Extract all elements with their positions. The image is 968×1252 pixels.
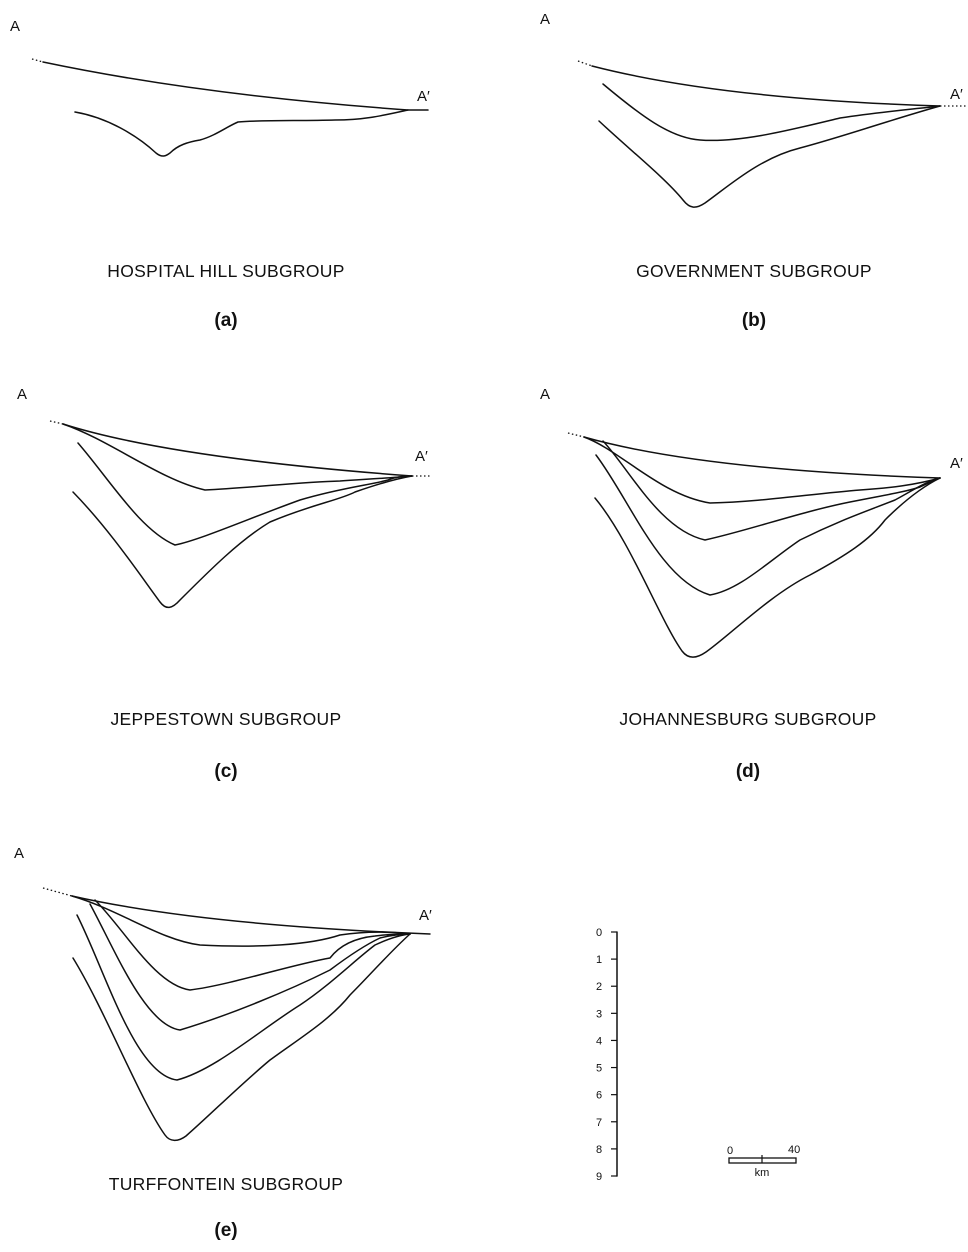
panel-a-surface-line (42, 61, 429, 111)
length-scale-bar: 0 40 km (727, 1144, 800, 1179)
depth-scale: 0 1 2 3 4 5 6 7 8 9 (596, 927, 618, 1183)
panel-e-tag: (e) (214, 1220, 237, 1241)
length-scale-start: 0 (727, 1145, 733, 1157)
panel-e-end-label: A′ (419, 907, 432, 924)
depth-tick-label: 0 (596, 927, 602, 939)
panel-b: A A′ GOVERNMENT SUBGROUP (b) (540, 11, 968, 331)
panel-c-surface-extension (49, 420, 64, 425)
panel-a-end-label: A′ (417, 88, 430, 105)
panel-e: A A′ TURFFONTEIN SUBGROUP (e) (14, 845, 432, 1241)
depth-tick-label: 8 (596, 1144, 602, 1156)
panel-b-end-label: A′ (950, 86, 963, 103)
panel-d-end-label: A′ (950, 455, 963, 472)
panel-e-contact-1 (71, 895, 411, 947)
panel-e-title: TURFFONTEIN SUBGROUP (109, 1174, 343, 1194)
panel-d: A A′ JOHANNESBURG SUBGROUP (d) (540, 386, 963, 782)
panel-c-surface-line (62, 423, 413, 477)
panel-c-contact-2 (77, 442, 413, 546)
panel-e-start-label: A (14, 845, 24, 862)
depth-tick-label: 5 (596, 1063, 602, 1075)
panel-a-surface-extension (31, 58, 44, 63)
panel-c-end-label: A′ (415, 448, 428, 465)
panel-e-contact-3 (89, 903, 411, 1031)
panel-b-surface-line (591, 65, 941, 107)
panel-d-contact-1 (583, 436, 941, 504)
panel-e-contact-4 (76, 914, 411, 1081)
panel-a-tag: (a) (214, 310, 237, 331)
panel-d-start-label: A (540, 386, 550, 403)
panel-b-title: GOVERNMENT SUBGROUP (636, 261, 872, 281)
depth-tick-label: 2 (596, 981, 602, 993)
panel-d-surface-extension (567, 432, 585, 438)
panel-c-title: JEPPESTOWN SUBGROUP (111, 709, 342, 729)
panel-c-start-label: A (17, 386, 27, 403)
depth-tick-label: 7 (596, 1117, 602, 1129)
panel-b-surface-extension (577, 60, 593, 67)
panel-d-surface-line (583, 436, 941, 479)
panel-d-title: JOHANNESBURG SUBGROUP (619, 709, 876, 729)
panel-c-base-line (72, 475, 413, 609)
panel-d-contact-3 (595, 454, 941, 596)
depth-tick-label: 1 (596, 954, 602, 966)
panel-a: A A′ HOSPITAL HILL SUBGROUP (a) (10, 18, 430, 331)
panel-e-contact-2 (94, 899, 411, 991)
panel-b-contact-1 (602, 83, 941, 142)
panel-d-contact-2 (602, 440, 941, 541)
panel-a-title: HOSPITAL HILL SUBGROUP (107, 261, 344, 281)
panel-b-start-label: A (540, 11, 550, 28)
length-scale-end: 40 (788, 1144, 800, 1156)
panel-d-base-line (594, 477, 941, 658)
panel-b-base-line (598, 105, 941, 208)
panel-e-base-line (72, 933, 411, 1142)
depth-tick-label: 6 (596, 1090, 602, 1102)
panel-c-tag: (c) (214, 761, 237, 782)
panel-b-tag: (b) (742, 310, 766, 331)
length-scale-unit: km (755, 1167, 770, 1179)
depth-tick-label: 3 (596, 1008, 602, 1020)
panel-e-surface-extension (42, 887, 73, 897)
panel-c: A A′ JEPPESTOWN SUBGROUP (c) (17, 386, 432, 782)
panel-a-base-line (74, 109, 409, 157)
panel-d-tag: (d) (736, 761, 760, 782)
panel-e-surface-line (71, 895, 431, 935)
depth-tick-label: 9 (596, 1171, 602, 1183)
panel-c-contact-1 (62, 423, 413, 491)
depth-tick-label: 4 (596, 1035, 602, 1047)
panel-a-start-label: A (10, 18, 20, 35)
